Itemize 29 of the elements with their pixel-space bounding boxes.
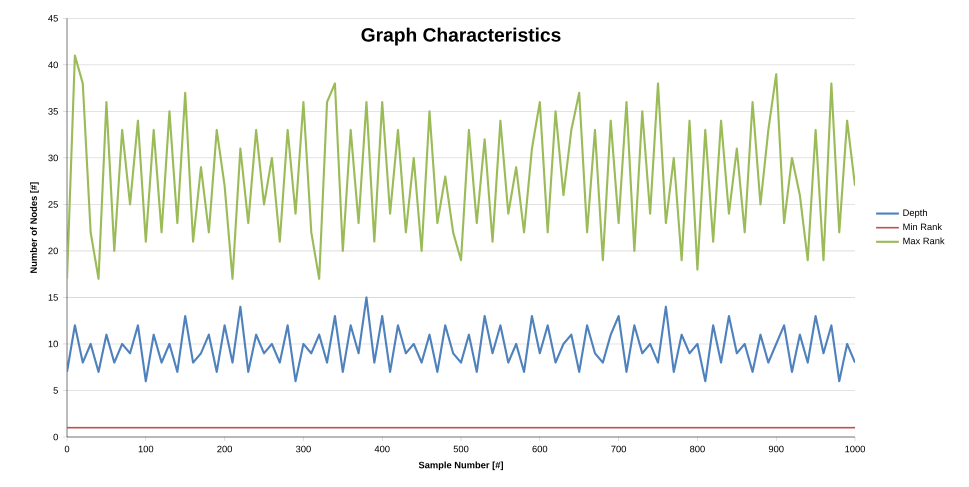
x-tick-label: 600: [532, 446, 548, 452]
y-tick-label: 35: [48, 108, 58, 115]
y-tick-label: 40: [48, 62, 58, 68]
x-tick-label: 500: [454, 446, 468, 452]
line-series: [67, 296, 856, 382]
chart-title: Graph Characteristics: [361, 28, 560, 46]
legend-label: Depth: [903, 209, 927, 218]
x-tick-label: 400: [374, 446, 390, 452]
x-tick-label: 900: [768, 446, 784, 452]
line-series: [67, 54, 856, 280]
y-tick-label: 45: [48, 15, 58, 22]
y-axis-title: Number of Nodes [#]: [30, 182, 39, 273]
legend-label: Min Rank: [903, 223, 942, 230]
x-tick-label: 300: [296, 446, 311, 452]
x-tick-label: 0: [64, 446, 70, 452]
legend-label: Max Rank: [903, 237, 945, 244]
y-tick-label: 30: [48, 154, 58, 162]
x-tick-label: 1000: [845, 446, 866, 452]
y-tick-label: 20: [48, 248, 58, 254]
x-tick-label: 200: [217, 446, 232, 452]
y-tick-label: 10: [48, 340, 58, 348]
y-tick-label: 15: [48, 294, 58, 301]
x-tick-label: 100: [138, 446, 154, 452]
x-tick-label: 700: [611, 446, 626, 452]
y-tick-label: 25: [48, 201, 58, 208]
x-tick-label: 800: [690, 446, 705, 452]
y-tick-label: 5: [53, 387, 58, 394]
y-tick-label: 0: [53, 434, 58, 440]
x-axis-title: Sample Number [#]: [418, 461, 503, 470]
